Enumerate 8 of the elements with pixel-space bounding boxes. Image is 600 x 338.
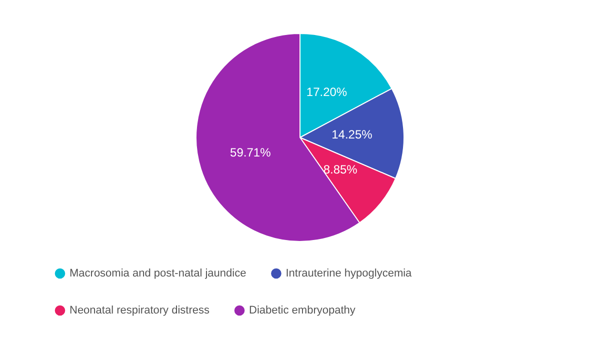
data-label: 59.71% <box>230 145 272 160</box>
data-label: 17.20% <box>306 85 348 100</box>
data-label: 14.25% <box>332 128 373 142</box>
legend-label: Diabetic embryopathy <box>249 304 356 317</box>
legend-label: Neonatal respiratory distress <box>70 304 210 317</box>
legend-label: Intrauterine hypoglycemia <box>286 268 413 280</box>
data-label: 8.85% <box>323 162 358 177</box>
legend-label: Macrosomia and post-natal jaundice <box>70 268 246 280</box>
